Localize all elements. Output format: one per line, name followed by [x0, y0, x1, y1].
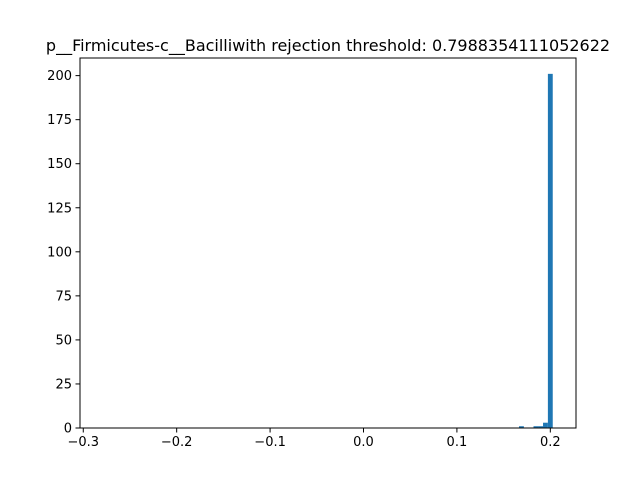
x-tick-label-0: −0.3 [67, 435, 99, 450]
x-tick-label-2: −0.1 [254, 435, 286, 450]
x-tick-label-1: −0.2 [161, 435, 193, 450]
x-tick-label-4: 0.1 [447, 435, 468, 450]
plot-area-frame [79, 57, 577, 429]
y-tick-label-0: 0 [64, 422, 72, 437]
histogram-bar-3 [543, 422, 548, 428]
x-tick-label-3: 0.0 [353, 435, 374, 450]
histogram-bar-0 [519, 426, 524, 428]
y-tick-label-3: 75 [55, 289, 72, 304]
y-tick-label-6: 150 [47, 157, 72, 172]
y-axis-ticks: 0 25 50 75 100 125 150 175 200 [47, 69, 80, 437]
x-tick-label-5: 0.2 [540, 435, 561, 450]
histogram-bar-1 [533, 426, 539, 428]
histogram-bars [519, 73, 553, 428]
y-tick-label-7: 175 [47, 113, 72, 128]
y-tick-label-8: 200 [47, 69, 72, 84]
chart-title: p__Firmicutes-c__Bacilliwith rejection t… [46, 36, 610, 56]
y-tick-label-2: 50 [55, 333, 72, 348]
y-tick-label-5: 125 [47, 201, 72, 216]
histogram-bar-2 [538, 426, 544, 428]
histogram-bar-4 [547, 73, 553, 428]
y-tick-label-1: 25 [55, 377, 72, 392]
y-tick-label-4: 100 [47, 245, 72, 260]
x-axis-ticks: −0.3 −0.2 −0.1 0.0 0.1 0.2 [67, 428, 561, 450]
